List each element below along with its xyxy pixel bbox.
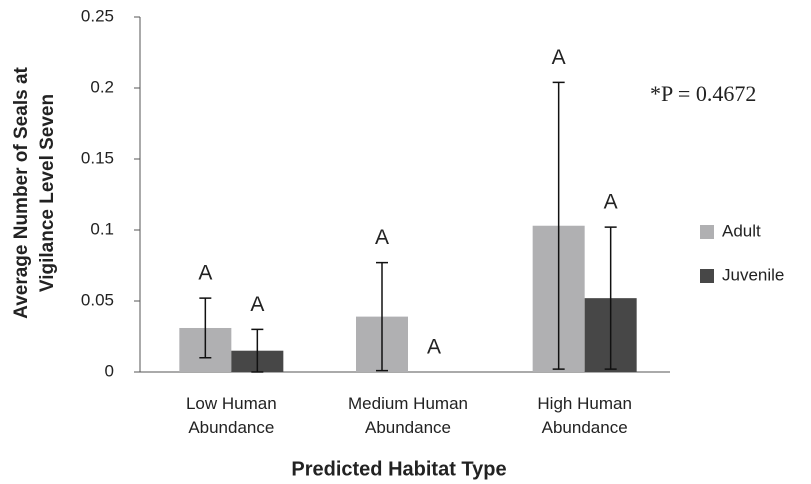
legend-swatch	[700, 225, 714, 239]
x-tick-label: High Human Abundance	[537, 394, 632, 437]
y-axis-title: Average Number of Seals at	[11, 66, 32, 318]
y-tick-label: 0.25	[81, 6, 114, 25]
y-tick-label: 0.1	[90, 219, 114, 238]
error-bar	[552, 81, 565, 370]
x-tick-label: Low Human Abundance	[185, 394, 277, 437]
y-axis-title: Vigilance Level Seven	[37, 94, 58, 292]
error-bar	[251, 328, 264, 373]
y-tick-label: 0.05	[81, 290, 114, 309]
annotation: *P = 0.4672	[650, 81, 756, 106]
y-tick-label: 0	[105, 361, 114, 380]
x-tick-label: Medium Human Abundance	[348, 394, 468, 437]
x-axis-title: Predicted Habitat Type	[291, 458, 506, 480]
error-bar	[376, 261, 388, 372]
bar-annotation: A	[375, 226, 389, 249]
error-bar	[604, 226, 617, 370]
error-bar	[199, 297, 212, 359]
bar-annotation: A	[427, 336, 441, 359]
legend-label: Adult	[722, 221, 761, 240]
bar-annotation: A	[198, 262, 212, 285]
y-tick-label: 0.15	[81, 148, 114, 167]
bar-annotation: A	[552, 46, 566, 69]
legend-label: Juvenile	[722, 265, 784, 284]
legend-swatch	[700, 269, 714, 283]
y-tick-label: 0.2	[90, 77, 114, 96]
bar-annotation: A	[604, 191, 618, 214]
bar-annotation: A	[250, 293, 264, 316]
